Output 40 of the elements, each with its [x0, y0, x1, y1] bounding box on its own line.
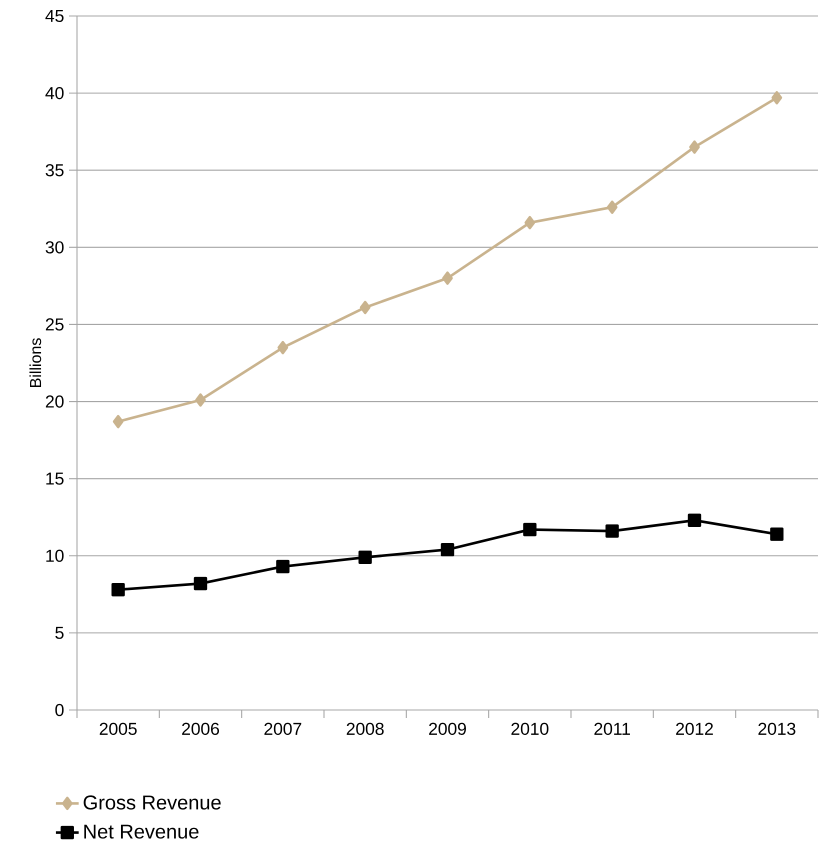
- y-axis-title: Billions: [29, 338, 42, 388]
- point: [524, 216, 536, 230]
- y-tick-label: 25: [46, 318, 64, 331]
- x-tick-label: 2005: [100, 722, 137, 735]
- x-tick-label: 2008: [346, 722, 384, 735]
- x-tick-label: 2006: [182, 722, 220, 735]
- point: [195, 393, 206, 407]
- x-tick-label: 2009: [429, 722, 466, 735]
- y-tick-label: 0: [55, 704, 64, 716]
- point: [523, 522, 536, 536]
- y-tick-label: 45: [45, 10, 64, 22]
- y-tick-label: 30: [46, 241, 64, 254]
- point: [772, 91, 782, 104]
- point: [112, 583, 125, 596]
- point: [442, 272, 453, 285]
- legend-label: Net Revenue: [84, 824, 198, 839]
- point: [358, 550, 372, 564]
- point: [112, 414, 124, 428]
- x-tick-label: 2011: [594, 722, 630, 735]
- point: [688, 514, 702, 527]
- legend-label: Gross Revenue: [84, 795, 221, 810]
- y-tick-label: 15: [46, 472, 64, 485]
- point: [276, 560, 290, 574]
- x-tick-label: 2013: [758, 722, 796, 735]
- x-tick-label: 2007: [264, 722, 302, 735]
- x-tick-label: 2010: [511, 722, 548, 735]
- point: [194, 576, 208, 590]
- point: [278, 340, 288, 354]
- y-tick-label: 5: [55, 626, 64, 639]
- y-tick-label: 35: [46, 164, 64, 176]
- point: [606, 200, 618, 214]
- point: [770, 528, 784, 541]
- y-tick-label: 20: [46, 395, 64, 408]
- point: [606, 524, 619, 538]
- point: [440, 542, 454, 556]
- point: [689, 140, 700, 154]
- y-tick-label: 40: [45, 86, 64, 100]
- point: [360, 300, 370, 314]
- x-tick-label: 2012: [676, 722, 713, 735]
- y-tick-label: 10: [46, 550, 64, 562]
